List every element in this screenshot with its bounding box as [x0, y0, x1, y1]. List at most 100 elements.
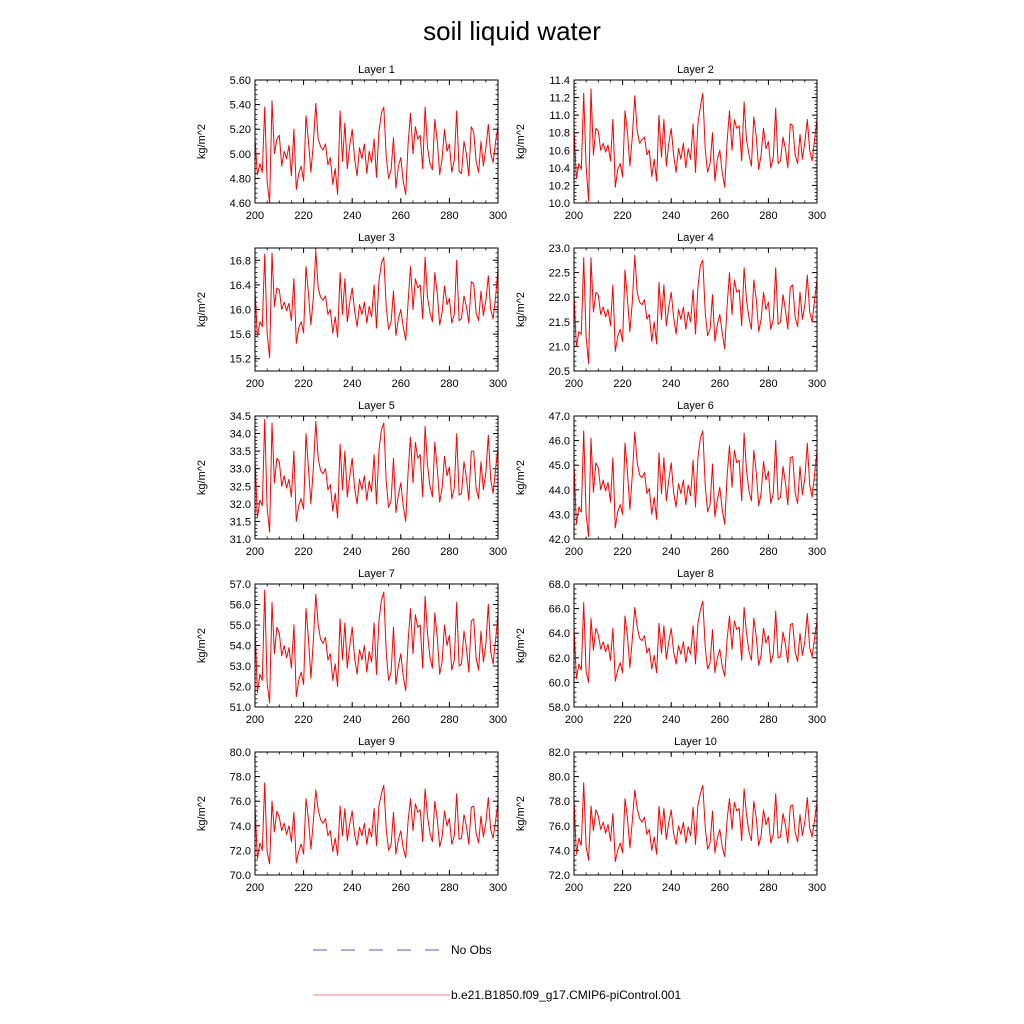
y-tick-label: 16.8: [230, 255, 251, 267]
x-tick-label: 280: [759, 714, 777, 726]
x-tick-label: 300: [808, 378, 826, 390]
legend-item-no-obs: No Obs: [313, 943, 492, 957]
y-tick-label: 32.5: [230, 481, 251, 493]
plot-frame: [573, 79, 818, 204]
x-tick-label: 220: [294, 546, 312, 558]
x-tick-label: 260: [392, 546, 410, 558]
x-tick-label: 240: [343, 882, 361, 894]
y-tick-label: 32.0: [230, 499, 251, 511]
x-tick-label: 300: [489, 210, 507, 222]
y-tick-label: 31.5: [230, 516, 251, 528]
y-tick-label: 43.0: [549, 509, 570, 521]
series-line: [573, 600, 818, 683]
x-tick-label: 200: [246, 210, 264, 222]
y-tick-label: 57.0: [230, 579, 251, 591]
x-tick-label: 240: [662, 546, 680, 558]
plot-frame: [573, 583, 818, 708]
y-tick-label: 11.2: [549, 93, 570, 105]
y-tick-label: 22.5: [549, 268, 570, 280]
panel-layer-5: Layer 5 kg/m^2 31.0 31.5 32.0 32.5 33.0 33.5 34.…: [196, 400, 507, 558]
y-tick-label: 74.0: [549, 845, 570, 857]
y-tick-label: 10.4: [549, 163, 570, 175]
y-tick-label: 62.0: [549, 653, 570, 665]
x-tick-label: 280: [440, 378, 458, 390]
panel-title: Layer 9: [358, 736, 395, 748]
x-tick-label: 280: [759, 546, 777, 558]
y-axis-label: kg/m^2: [196, 796, 208, 831]
y-tick-label: 33.0: [230, 464, 251, 476]
panel-layer-1: Layer 1 kg/m^2 4.60 4.80 5.00 5.20 5.40 5.60 200…: [196, 64, 507, 222]
x-tick-label: 300: [489, 882, 507, 894]
x-tick-label: 300: [808, 210, 826, 222]
panel-title: Layer 2: [677, 64, 714, 76]
y-tick-label: 10.0: [549, 198, 570, 210]
y-tick-label: 10.8: [549, 128, 570, 140]
y-axis-label: kg/m^2: [515, 628, 527, 663]
panel-title: Layer 10: [674, 736, 717, 748]
panel-layer-7: Layer 7 kg/m^2 51.0 52.0 53.0 54.0 55.0 56.0 57.…: [196, 568, 507, 726]
x-tick-label: 220: [294, 714, 312, 726]
x-tick-label: 260: [711, 714, 729, 726]
x-tick-label: 280: [440, 714, 458, 726]
x-tick-label: 200: [246, 714, 264, 726]
y-tick-label: 11.0: [549, 110, 570, 122]
y-tick-label: 4.60: [230, 198, 251, 210]
x-tick-label: 280: [440, 210, 458, 222]
x-tick-label: 240: [343, 546, 361, 558]
panel-title: Layer 7: [358, 568, 395, 580]
y-tick-label: 80.0: [549, 772, 570, 784]
y-tick-label: 21.0: [549, 341, 570, 353]
panel-layer-2: Layer 2 kg/m^2 10.0 10.2 10.4 10.6 10.8 11.0 11.…: [515, 64, 826, 222]
x-tick-label: 240: [662, 378, 680, 390]
x-tick-label: 260: [711, 546, 729, 558]
x-tick-label: 220: [613, 378, 631, 390]
panel-title: Layer 5: [358, 400, 395, 412]
y-axis-label: kg/m^2: [196, 292, 208, 327]
y-tick-label: 5.40: [230, 100, 251, 112]
y-tick-label: 33.5: [230, 446, 251, 458]
x-tick-label: 240: [343, 714, 361, 726]
x-tick-label: 200: [246, 882, 264, 894]
y-axis-label: kg/m^2: [515, 292, 527, 327]
x-tick-label: 300: [808, 882, 826, 894]
plot-frame: [254, 751, 499, 876]
x-tick-label: 220: [613, 546, 631, 558]
y-tick-label: 70.0: [230, 870, 251, 882]
x-tick-label: 200: [565, 378, 583, 390]
legend-label-no-obs: No Obs: [451, 943, 492, 957]
y-axis-label: kg/m^2: [196, 124, 208, 159]
x-tick-label: 240: [343, 210, 361, 222]
y-tick-label: 21.5: [549, 317, 570, 329]
series-line: [254, 589, 499, 704]
x-tick-label: 260: [392, 378, 410, 390]
plot-frame: [254, 415, 499, 540]
x-tick-label: 220: [294, 882, 312, 894]
series-line: [254, 782, 499, 865]
x-tick-label: 280: [759, 882, 777, 894]
panel-title: Layer 1: [358, 64, 395, 76]
y-tick-label: 76.0: [230, 796, 251, 808]
figure-title: soil liquid water: [423, 16, 601, 46]
y-tick-label: 44.0: [549, 485, 570, 497]
y-axis-label: kg/m^2: [515, 124, 527, 159]
y-tick-label: 78.0: [549, 796, 570, 808]
y-tick-label: 68.0: [549, 579, 570, 591]
series-line: [254, 419, 499, 533]
y-tick-label: 72.0: [549, 870, 570, 882]
panel-title: Layer 8: [677, 568, 714, 580]
y-tick-label: 72.0: [230, 845, 251, 857]
x-tick-label: 200: [565, 882, 583, 894]
y-tick-label: 23.0: [549, 243, 570, 255]
y-tick-label: 76.0: [549, 821, 570, 833]
y-tick-label: 22.0: [549, 292, 570, 304]
x-tick-label: 260: [392, 210, 410, 222]
panels: Layer 1 kg/m^2 4.60 4.80 5.00 5.20 5.40 5.60 200…: [196, 64, 826, 894]
y-tick-label: 54.0: [230, 641, 251, 653]
panel-layer-4: Layer 4 kg/m^2 20.5 21.0 21.5 22.0 22.5 23.0 200…: [515, 232, 826, 390]
series-line: [254, 100, 499, 204]
panel-layer-10: Layer 10 kg/m^2 72.0 74.0 76.0 78.0 80.0 82.0 20…: [515, 736, 826, 894]
x-tick-label: 200: [565, 210, 583, 222]
x-tick-label: 280: [440, 882, 458, 894]
y-tick-label: 46.0: [549, 436, 570, 448]
y-axis-label: kg/m^2: [196, 460, 208, 495]
